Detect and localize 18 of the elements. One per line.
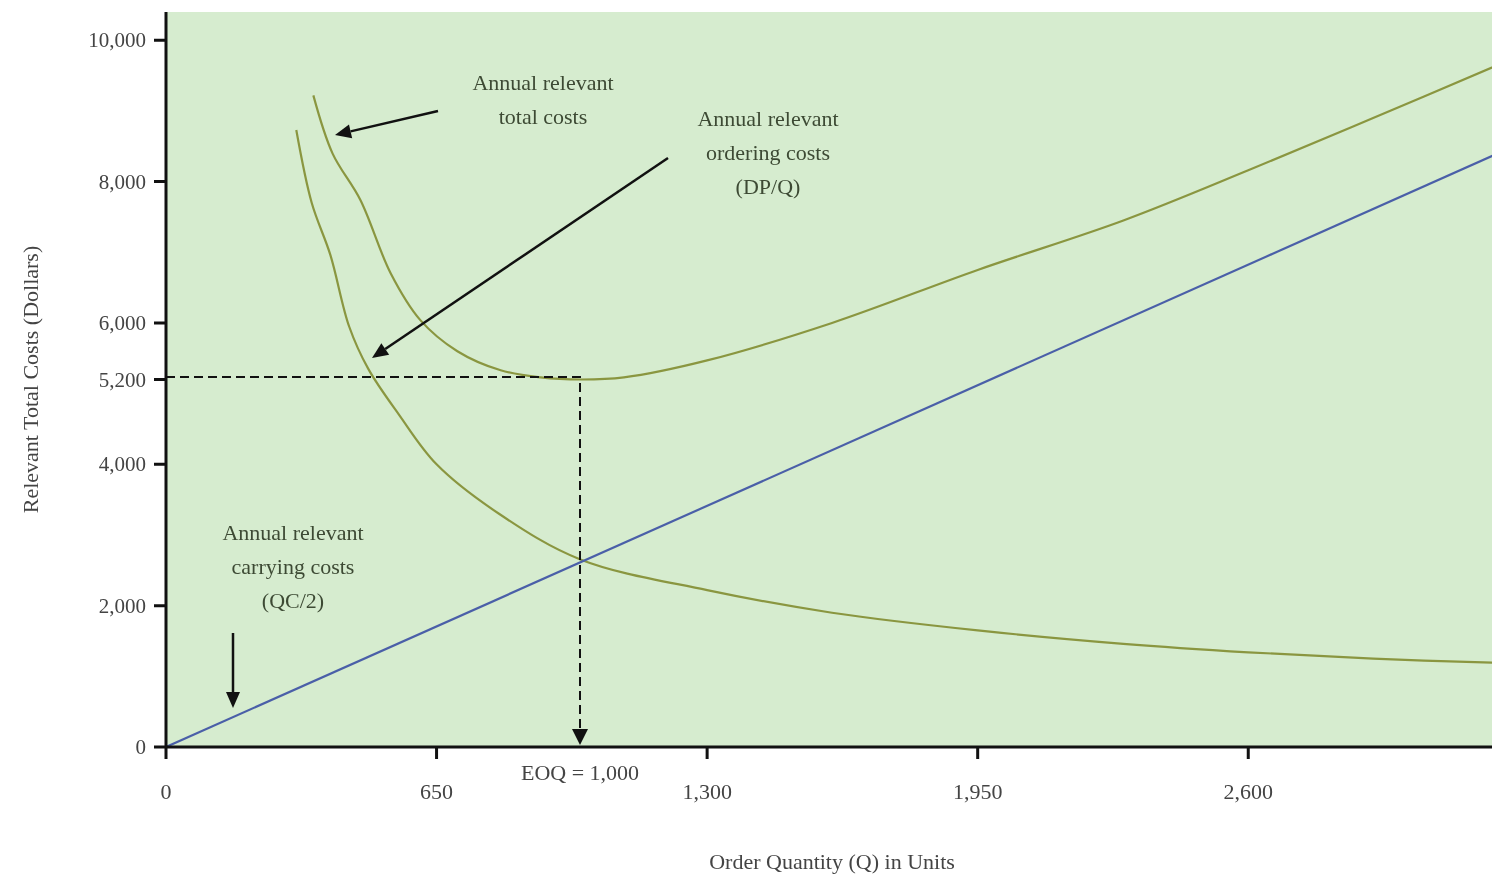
y-tick-label: 8,000 (98, 169, 146, 194)
annotation: Annual relevant carrying costs (QC/2) (222, 520, 364, 613)
annotation: Annual relevant ordering costs (DP/Q) (697, 106, 839, 199)
text: EOQ = 1,000 (520, 760, 640, 785)
y-tick-label: 4,000 (98, 452, 146, 477)
y-axis-title: Relevant Total Costs (Dollars) (18, 245, 43, 514)
x-tick-label: 1,300 (682, 779, 732, 804)
y-tick-label: 5,200 (98, 367, 146, 392)
y-tick-label: 0 (135, 735, 146, 759)
y-tick-label: 10,000 (88, 28, 146, 53)
x-axis-title: Order Quantity (Q) in Units (709, 849, 955, 874)
x-tick-label: 0 (160, 779, 172, 804)
y-tick-label: 6,000 (98, 310, 146, 335)
x-tick-label: 650 (420, 779, 454, 804)
annotation: Annual relevant total costs (472, 70, 614, 129)
x-tick-label: 2,600 (1223, 779, 1273, 804)
x-tick-label: 1,950 (952, 779, 1003, 804)
y-tick-label: 2,000 (98, 593, 146, 618)
